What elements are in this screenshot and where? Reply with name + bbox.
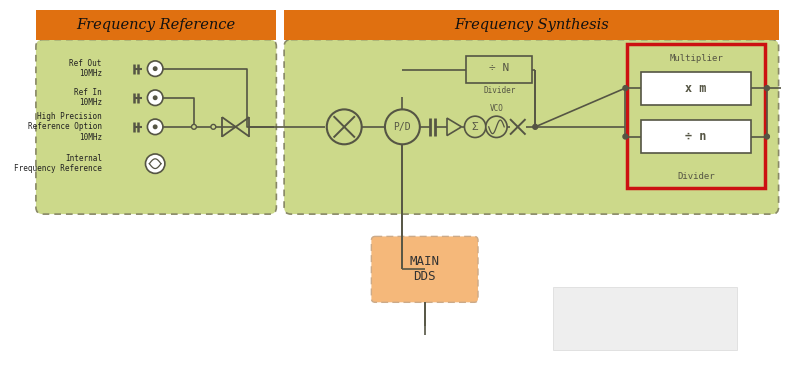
Circle shape xyxy=(191,124,196,129)
Text: ÷ N: ÷ N xyxy=(489,63,509,73)
Text: Ref Out
10MHz: Ref Out 10MHz xyxy=(69,59,102,78)
Text: Σ: Σ xyxy=(472,122,478,132)
Text: P/D: P/D xyxy=(394,122,411,132)
Circle shape xyxy=(764,134,769,139)
Bar xyxy=(627,45,765,188)
Circle shape xyxy=(533,124,538,129)
Text: x m: x m xyxy=(685,82,707,95)
Bar xyxy=(284,10,779,40)
Text: Frequency Synthesis: Frequency Synthesis xyxy=(454,18,609,32)
Circle shape xyxy=(465,116,486,138)
Circle shape xyxy=(146,154,165,173)
Text: ÷ n: ÷ n xyxy=(685,130,707,143)
Polygon shape xyxy=(447,118,461,135)
Circle shape xyxy=(154,125,157,129)
Text: High Precision
Reference Option
10MHz: High Precision Reference Option 10MHz xyxy=(28,112,102,142)
Circle shape xyxy=(385,109,420,144)
Circle shape xyxy=(764,86,769,91)
Text: Internal
Frequency Reference: Internal Frequency Reference xyxy=(14,154,102,173)
FancyBboxPatch shape xyxy=(371,236,478,302)
Bar xyxy=(641,72,752,105)
Circle shape xyxy=(147,61,163,76)
Bar xyxy=(36,10,277,40)
Text: VCO: VCO xyxy=(489,104,504,113)
Circle shape xyxy=(486,116,507,138)
Text: Multiplier: Multiplier xyxy=(669,53,723,62)
Text: MAIN
DDS: MAIN DDS xyxy=(410,255,440,283)
Text: Divider: Divider xyxy=(677,172,715,181)
Circle shape xyxy=(623,86,628,91)
Bar xyxy=(641,120,752,153)
Circle shape xyxy=(623,134,628,139)
Circle shape xyxy=(154,96,157,99)
FancyBboxPatch shape xyxy=(36,40,277,214)
Bar xyxy=(552,287,737,350)
Bar xyxy=(466,56,532,83)
Circle shape xyxy=(211,124,216,129)
FancyBboxPatch shape xyxy=(284,40,779,214)
Text: Divider: Divider xyxy=(483,86,516,95)
Circle shape xyxy=(147,90,163,105)
Circle shape xyxy=(327,109,362,144)
Text: Frequency Reference: Frequency Reference xyxy=(77,18,236,32)
Text: Ref In
10MHz: Ref In 10MHz xyxy=(74,88,102,108)
Circle shape xyxy=(147,119,163,135)
Circle shape xyxy=(154,67,157,70)
